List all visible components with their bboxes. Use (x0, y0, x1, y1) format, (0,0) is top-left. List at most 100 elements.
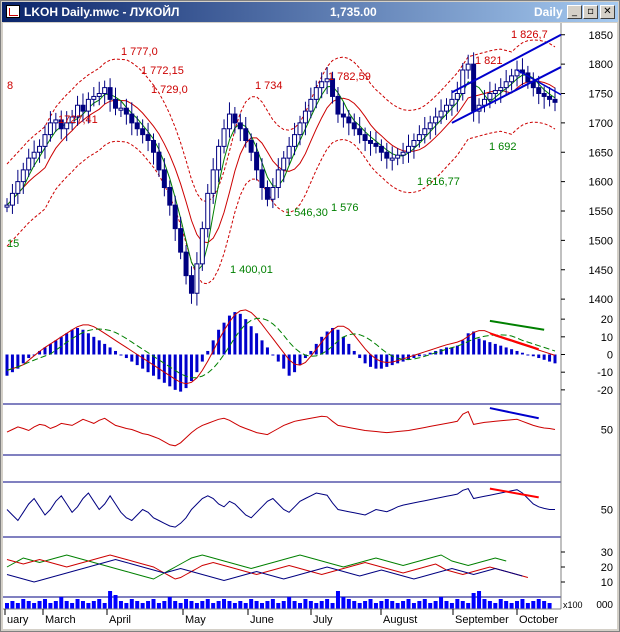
macd-histogram-bar (195, 354, 199, 373)
dmi-line (6, 554, 507, 580)
price-candle-body (140, 128, 146, 136)
price-candle-body (286, 145, 292, 159)
volume-unit-label: x100 (563, 600, 583, 610)
price-candle-body (487, 93, 493, 100)
macd-histogram-bar (309, 350, 313, 355)
macd-signal-line (6, 317, 556, 379)
macd-histogram-bar (336, 329, 340, 355)
volume-bar (287, 597, 292, 609)
price-candle-body (292, 134, 298, 147)
macd-histogram-bar (179, 354, 183, 392)
price-high-label: 1 734 (255, 80, 283, 92)
x-tick-label-month: August (383, 614, 417, 626)
volume-bar (477, 591, 482, 609)
macd-histogram-bar (16, 354, 20, 369)
volume-bar (346, 599, 351, 609)
macd-histogram-bar (303, 354, 307, 359)
volume-bar (162, 601, 167, 609)
close-button[interactable]: ✕ (600, 5, 615, 19)
price-high-label: 1 826,7 (511, 29, 548, 41)
macd-histogram-bar (553, 354, 557, 364)
price-candle-body (80, 104, 86, 112)
macd-histogram-bar (124, 354, 128, 359)
volume-bar (211, 603, 216, 609)
macd-histogram-bar (21, 354, 25, 364)
macd-histogram-bar (482, 340, 486, 355)
price-candle-body (357, 128, 363, 136)
volume-bar (330, 603, 335, 609)
macd-histogram-bar (146, 354, 150, 373)
macd-histogram-bar (162, 354, 166, 383)
macd-histogram-bar (510, 349, 514, 355)
price-candle-body (319, 81, 325, 89)
price-candle-body (509, 75, 515, 83)
volume-bar (525, 603, 530, 609)
price-candle-body (123, 107, 129, 115)
volume-bar (53, 601, 58, 609)
price-candle-body (416, 134, 422, 141)
price-high-label: 1 821 (475, 55, 503, 67)
price-candle-body (237, 122, 243, 130)
volume-bar (536, 599, 541, 609)
volume-bar (270, 599, 275, 609)
volume-bar (504, 601, 509, 609)
macd-histogram-bar (417, 354, 421, 357)
price-candle-body (346, 116, 352, 124)
price-candle-body (150, 140, 156, 153)
volume-bar (444, 601, 449, 609)
macd-histogram-bar (168, 354, 172, 387)
volume-bar (531, 601, 536, 609)
macd-histogram-bar (287, 354, 291, 376)
lower-band-line (6, 121, 556, 285)
trend-line-support (516, 69, 562, 96)
volume-bar (265, 601, 270, 609)
y-tick-label-macd: 10 (601, 332, 613, 344)
y-tick-label-price: 1500 (589, 235, 613, 247)
y-tick-label-osc1: 50 (601, 425, 613, 437)
volume-bar (146, 601, 151, 609)
volume-bar (433, 601, 438, 609)
chart-area[interactable]: 1850180017501700165016001550150014501400… (3, 23, 617, 629)
restore-button[interactable]: ▫ (583, 5, 598, 19)
price-candle-body (395, 154, 401, 159)
y-tick-label-price: 1650 (589, 147, 613, 159)
y-tick-label-macd: -10 (597, 367, 613, 379)
macd-histogram-bar (81, 329, 85, 355)
price-high-label: 1 772,15 (141, 65, 184, 77)
price-candle-body (313, 87, 319, 100)
volume-bar (232, 603, 237, 609)
volume-bar (42, 599, 47, 609)
volume-bar (325, 599, 330, 609)
price-candle-body (503, 81, 509, 89)
macd-histogram-bar (276, 354, 280, 362)
volume-bar (129, 599, 134, 609)
price-candle-body (384, 151, 390, 159)
chart-app-icon (6, 5, 20, 18)
volume-bar (21, 599, 26, 609)
macd-histogram-bar (537, 354, 541, 359)
volume-bar (140, 603, 145, 609)
price-candle-body (324, 78, 330, 83)
title-bar[interactable]: LKOH Daily.mwc - ЛУКОЙЛ 1,735.00 Daily _… (2, 2, 618, 22)
price-candle-body (302, 110, 308, 124)
x-tick-label-month: April (109, 614, 131, 626)
price-candle-body (15, 181, 21, 194)
minimize-button[interactable]: _ (567, 5, 582, 19)
price-candle-body (194, 263, 200, 294)
price-candle-body (541, 93, 547, 97)
macd-histogram-bar (298, 354, 302, 366)
price-candle-body (167, 187, 173, 206)
price-candle-body (42, 134, 48, 147)
macd-histogram-bar (531, 354, 535, 357)
y-tick-label-price: 1450 (589, 265, 613, 277)
macd-histogram-bar (217, 329, 221, 355)
macd-histogram-bar (325, 331, 329, 355)
macd-histogram-bar (10, 354, 14, 373)
y-tick-label-macd: -20 (597, 385, 613, 397)
volume-bar (466, 603, 471, 609)
volume-bar (482, 599, 487, 609)
price-candle-body (460, 69, 466, 94)
macd-histogram-bar (439, 349, 443, 355)
macd-histogram-bar (119, 354, 123, 356)
macd-histogram-bar (38, 350, 42, 355)
